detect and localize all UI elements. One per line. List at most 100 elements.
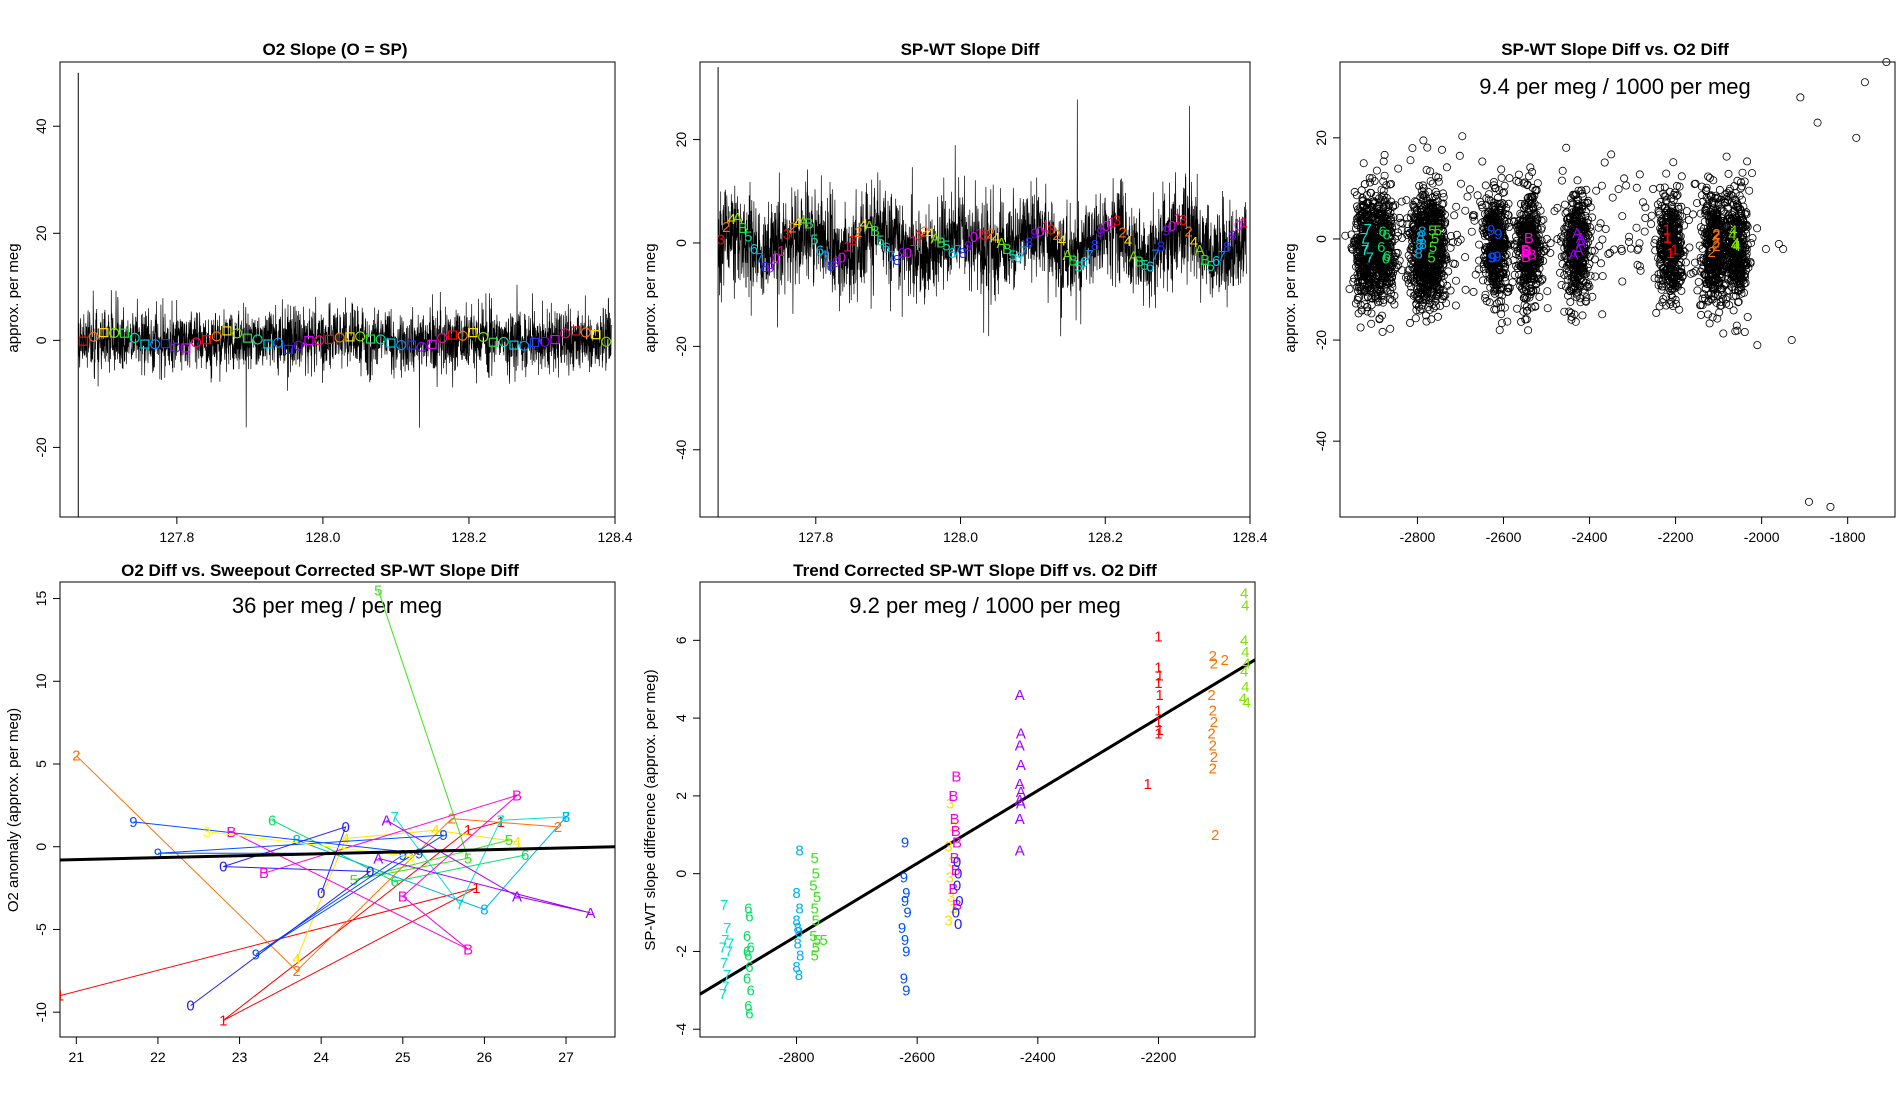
scatter-point	[1366, 228, 1375, 237]
scatter-point	[1632, 183, 1641, 192]
scatter-point	[1386, 294, 1395, 303]
series-label: 2	[1118, 224, 1126, 241]
scatter-point	[1527, 303, 1536, 312]
scatter-point	[1738, 168, 1747, 177]
scatter-point	[1704, 172, 1713, 181]
scatter-point	[1521, 201, 1530, 210]
series-label: 5	[505, 832, 513, 849]
y-tick-label: 40	[33, 118, 49, 134]
x-tick-label: 24	[313, 1049, 329, 1065]
scatter-point	[1573, 176, 1582, 185]
scatter-point	[1434, 173, 1443, 182]
series-label: 6	[1014, 249, 1022, 266]
series-marker	[293, 340, 304, 351]
series-label: 5	[374, 582, 382, 599]
series-label: 9	[154, 845, 162, 862]
series-label: 3	[717, 232, 725, 249]
series-label: 1	[219, 1012, 227, 1029]
scatter-point	[1489, 277, 1498, 286]
scatter-point	[1632, 223, 1641, 232]
cluster-label: 8	[1419, 236, 1427, 253]
series-label: 0	[904, 245, 912, 262]
x-tick-label: 128.4	[1232, 529, 1267, 545]
scatter-point	[1492, 212, 1501, 221]
panel-trend-corrected: Trend Corrected SP-WT Slope Diff vs. O2 …	[642, 561, 1256, 1065]
scatter-point	[1618, 277, 1627, 286]
series-marker	[468, 328, 478, 338]
scatter-point	[1511, 232, 1520, 241]
series-label: 5	[1206, 258, 1214, 275]
outlier-point	[1804, 497, 1813, 506]
scatter-point	[1489, 181, 1498, 190]
y-tick-label: -5	[33, 923, 49, 936]
series-marker	[324, 334, 335, 345]
series-marker	[406, 340, 417, 350]
x-tick-label: 27	[558, 1049, 574, 1065]
panel-sp-wt-slope-diff: SP-WT Slope Diff approx. per meg 127.8 12…	[642, 40, 1268, 545]
scatter-point	[1729, 306, 1738, 315]
noise-series	[717, 99, 1247, 337]
series-label: 7	[720, 897, 728, 914]
x-tick-label: 127.8	[798, 529, 833, 545]
series-label: 8	[761, 259, 769, 276]
plot-frame	[59, 581, 616, 1038]
series-label: 8	[792, 885, 800, 902]
series-label: 4	[794, 215, 802, 232]
scatter-point	[1431, 187, 1440, 196]
series-label: 5	[744, 229, 752, 246]
series-marker	[580, 327, 591, 338]
series-label: 1	[56, 988, 64, 1005]
series-label: 3	[915, 227, 923, 244]
series-label: A	[996, 235, 1006, 252]
series-label: 8	[795, 842, 803, 859]
series-label: 1	[843, 238, 851, 255]
series-marker	[129, 332, 140, 343]
scatter-point	[1523, 236, 1532, 245]
scatter-point	[1614, 185, 1623, 194]
scatter-point	[1677, 172, 1686, 181]
cluster-label: B	[1522, 243, 1532, 260]
series-label: 8	[1223, 239, 1231, 256]
series-label: 4	[431, 822, 439, 839]
scatter-point	[1598, 272, 1607, 281]
scatter-point	[1350, 187, 1359, 196]
scatter-point	[1489, 203, 1498, 212]
scatter-point	[1497, 165, 1506, 174]
series-label: 9	[415, 845, 423, 862]
y-tick-label: 0	[1313, 235, 1329, 243]
scatter-point	[1351, 299, 1360, 308]
scatter-point	[1529, 202, 1538, 211]
series-label: A	[512, 888, 522, 905]
scatter-point	[1432, 281, 1441, 290]
scatter-point	[1452, 276, 1461, 285]
scatter-point	[1446, 286, 1455, 295]
series-label: 0	[219, 859, 227, 876]
series-label: 7	[755, 250, 763, 267]
scatter-point	[1662, 169, 1671, 178]
scatter-point	[1411, 197, 1420, 206]
outlier-point	[1774, 239, 1783, 248]
series-label: 0	[186, 998, 194, 1015]
series-label: 1	[1154, 726, 1162, 743]
series-label: 2	[920, 224, 928, 241]
scatter-point	[1391, 201, 1400, 210]
scatter-point	[1425, 273, 1434, 282]
series-label: 2	[1221, 652, 1229, 669]
series-label: 9	[901, 835, 909, 852]
scatter-point	[1510, 270, 1519, 279]
scatter-point	[1427, 288, 1436, 297]
y-tick-label: 2	[673, 792, 689, 800]
scatter-point	[1386, 262, 1395, 271]
series-label: 4	[293, 951, 301, 968]
series-marker	[314, 335, 325, 346]
scatter-point	[1697, 310, 1706, 319]
series-label: 9	[900, 870, 908, 887]
scatter-point	[1520, 231, 1529, 240]
scatter-point	[1564, 291, 1573, 300]
scatter-point	[1350, 274, 1359, 283]
scatter-point	[1436, 264, 1445, 273]
scatter-point	[1531, 212, 1540, 221]
scatter-point	[1463, 192, 1472, 201]
series-label: 6	[745, 1006, 753, 1023]
